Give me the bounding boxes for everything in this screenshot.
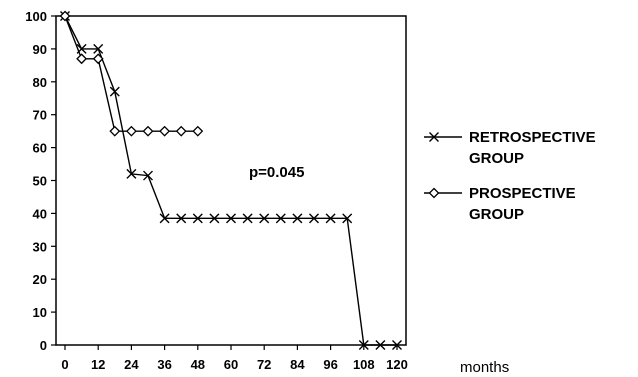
- y-tick-label: 50: [33, 174, 47, 189]
- data-point-x-marker: [325, 213, 336, 224]
- data-point-diamond-marker: [159, 125, 171, 137]
- data-point-x-marker: [93, 43, 104, 54]
- data-point-x-marker: [259, 213, 270, 224]
- x-tick-label: 12: [91, 357, 105, 372]
- x-tick-label: 120: [386, 357, 408, 372]
- plot-frame: [55, 15, 407, 346]
- data-point-diamond-marker: [175, 125, 187, 137]
- legend-label-line: PROSPECTIVE: [469, 185, 576, 202]
- data-point-x-marker: [109, 86, 120, 97]
- y-tick-label: 30: [33, 239, 47, 254]
- data-point-x-marker: [192, 213, 203, 224]
- y-tick-label: 20: [33, 272, 47, 287]
- data-point-diamond-marker: [142, 125, 154, 137]
- x-axis-ticks: 0 12 24 36 48 60 72 84 96 108 120: [61, 345, 408, 372]
- legend-x-marker: [429, 132, 439, 142]
- legend-label-line: GROUP: [469, 150, 524, 167]
- legend-item-prospective: PROSPECTIVE GROUP: [424, 185, 576, 223]
- x-tick-label: 60: [224, 357, 238, 372]
- legend-item-retrospective: RETROSPECTIVE GROUP: [424, 129, 596, 167]
- x-tick-label: 36: [157, 357, 171, 372]
- data-point-x-marker: [242, 213, 253, 224]
- data-point-x-marker: [342, 213, 353, 224]
- y-tick-label: 10: [33, 305, 47, 320]
- data-point-x-marker: [375, 340, 386, 350]
- data-point-diamond-marker: [109, 125, 121, 137]
- series-layer: [59, 10, 402, 350]
- data-point-x-marker: [309, 213, 319, 224]
- data-point-x-marker: [292, 213, 303, 224]
- data-point-diamond-marker: [76, 53, 88, 65]
- legend-label-line: RETROSPECTIVE: [469, 129, 596, 146]
- y-tick-label: 100: [25, 9, 47, 24]
- x-tick-label: 108: [353, 357, 375, 372]
- data-point-x-marker: [226, 213, 236, 224]
- x-tick-label: 48: [191, 357, 205, 372]
- x-tick-label: 96: [323, 357, 337, 372]
- series-retrospective: [60, 11, 402, 350]
- data-point-x-marker: [275, 213, 286, 224]
- y-tick-label: 60: [33, 141, 47, 156]
- data-point-x-marker: [358, 340, 369, 350]
- data-point-diamond-marker: [125, 125, 137, 137]
- data-point-diamond-marker: [92, 53, 104, 65]
- y-tick-label: 80: [33, 75, 47, 90]
- legend-label-line: GROUP: [469, 206, 524, 223]
- data-point-x-marker: [159, 213, 170, 224]
- legend-diamond-marker: [428, 187, 440, 199]
- axes: [55, 15, 407, 346]
- data-point-x-marker: [209, 213, 220, 224]
- y-tick-label: 0: [40, 338, 47, 353]
- x-tick-label: 72: [257, 357, 271, 372]
- x-axis-unit-label: months: [460, 359, 509, 376]
- p-value-annotation: p=0.045: [249, 164, 304, 181]
- data-point-x-marker: [126, 168, 137, 179]
- x-tick-label: 84: [290, 357, 305, 372]
- data-point-x-marker: [176, 213, 187, 224]
- y-tick-label: 40: [33, 206, 47, 221]
- data-point-x-marker: [392, 340, 402, 350]
- data-point-diamond-marker: [59, 10, 71, 22]
- y-tick-label: 90: [33, 42, 47, 57]
- series-prospective: [59, 10, 204, 137]
- legend: RETROSPECTIVE GROUP PROSPECTIVE GROUP: [424, 129, 596, 223]
- x-tick-label: 24: [124, 357, 139, 372]
- x-tick-label: 0: [61, 357, 68, 372]
- data-point-diamond-marker: [192, 125, 204, 137]
- data-point-x-marker: [143, 170, 153, 181]
- y-tick-label: 70: [33, 108, 47, 123]
- series-line: [64, 15, 198, 132]
- y-axis-ticks: 0 10 20 30 40 50 60 70 80 90 100: [25, 9, 56, 353]
- series-line: [64, 15, 397, 346]
